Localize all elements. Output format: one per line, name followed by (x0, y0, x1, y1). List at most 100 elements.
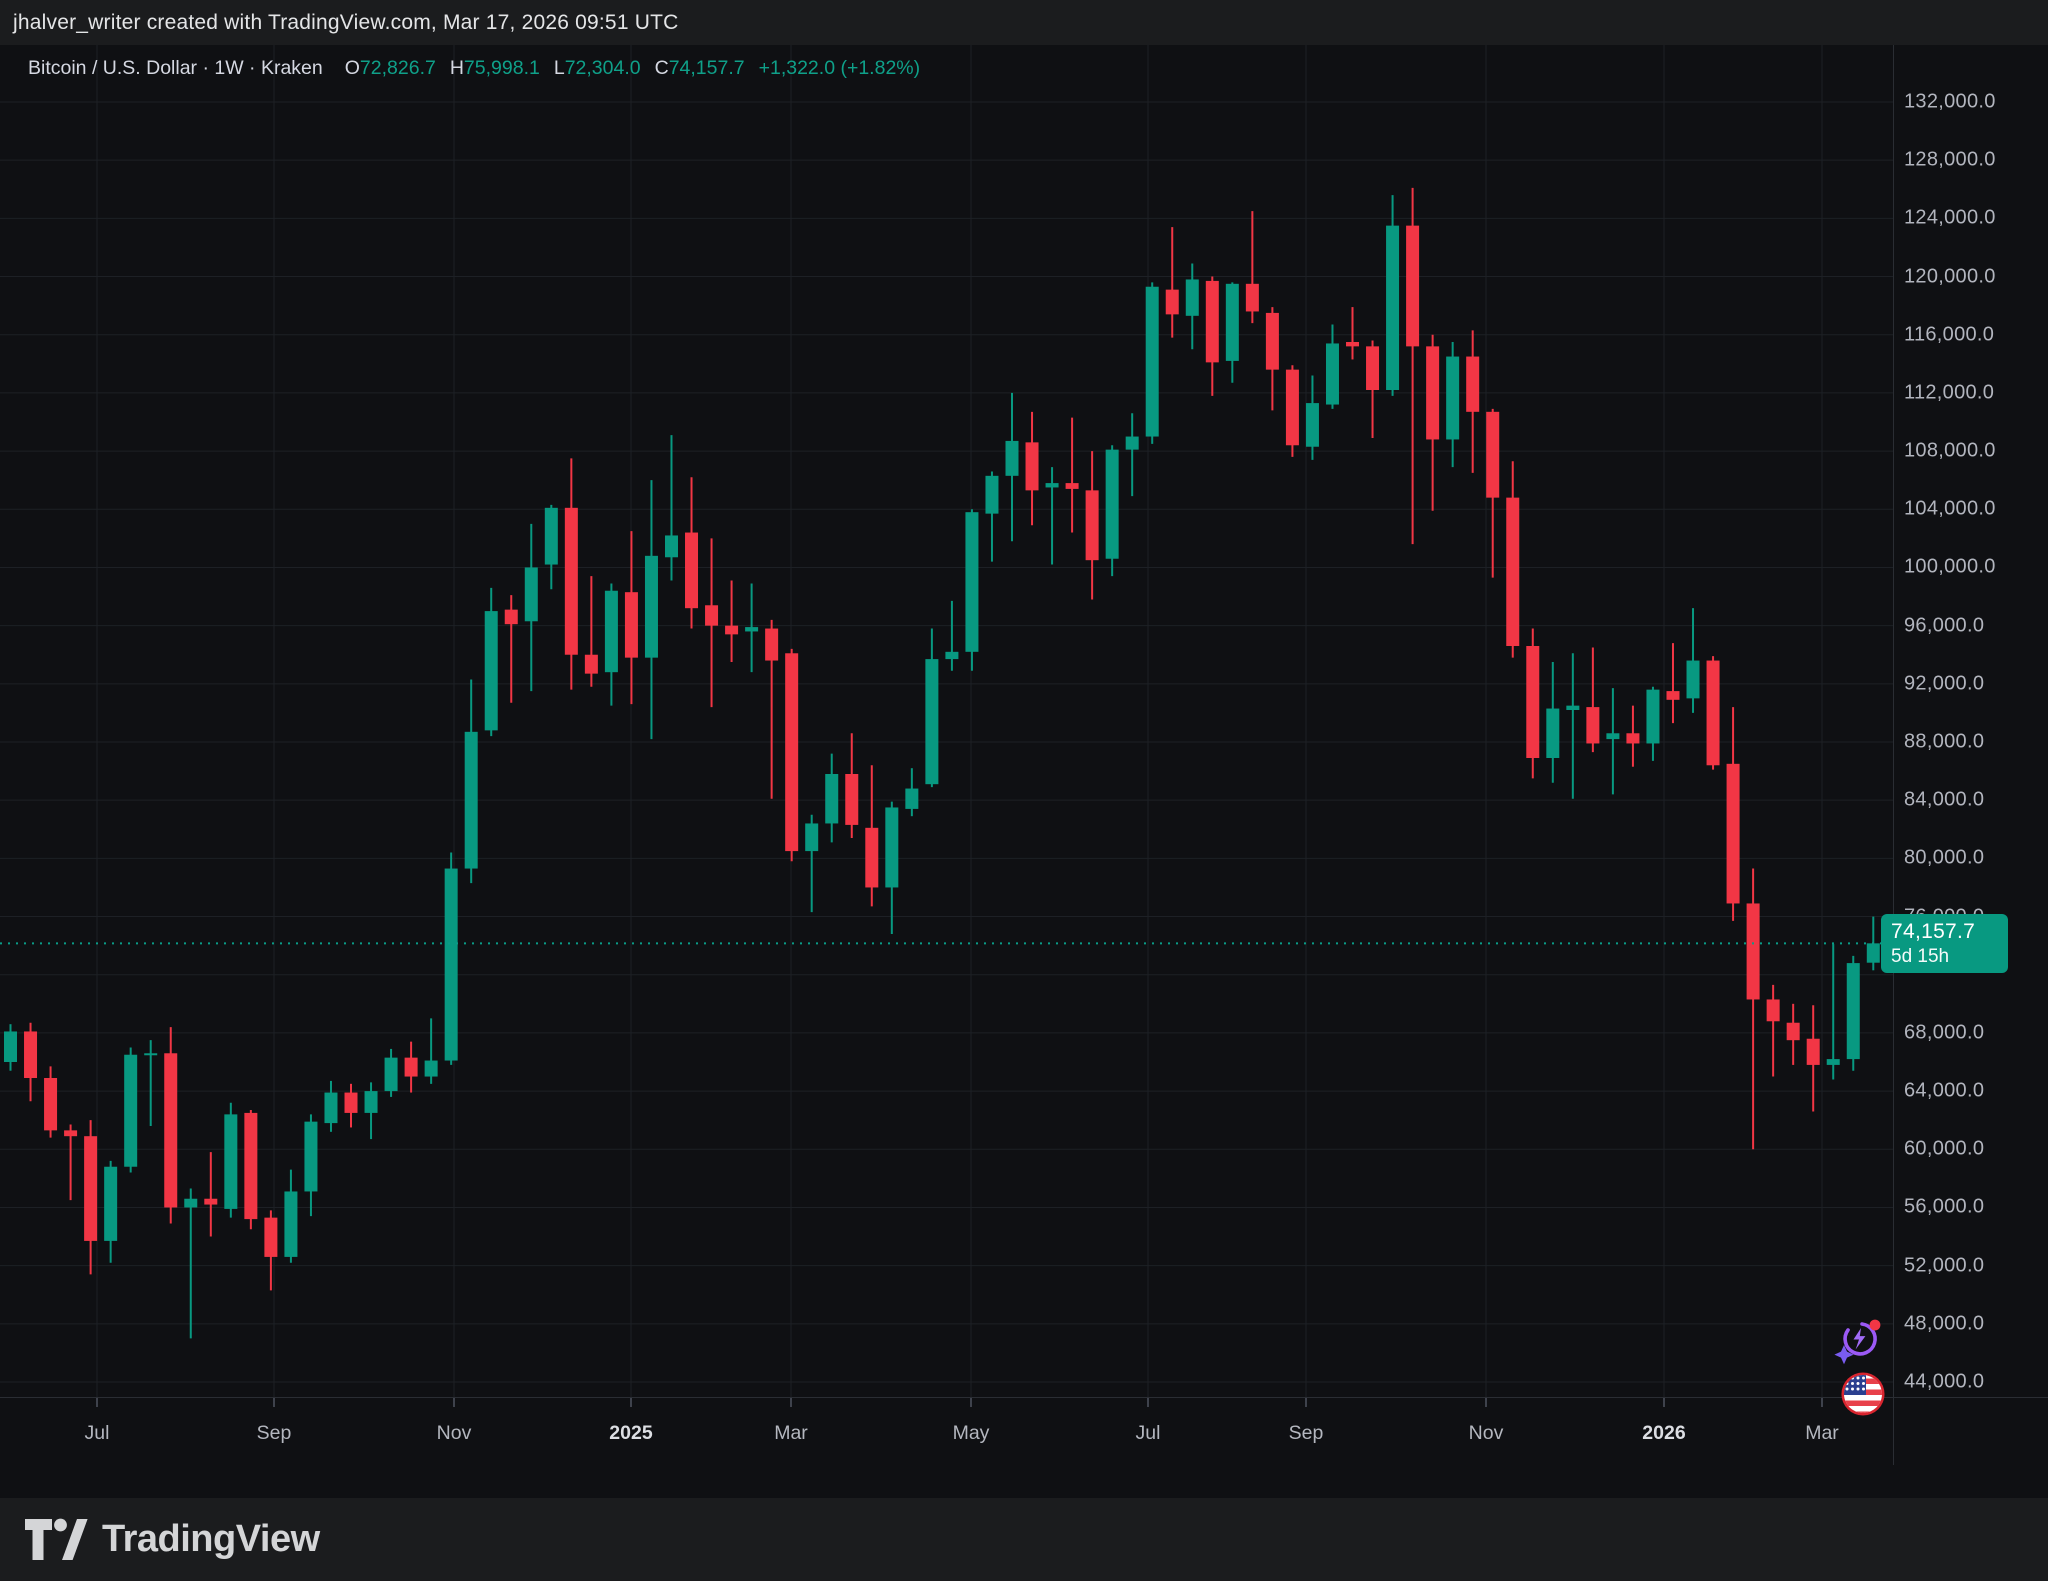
candle-body (584, 654, 598, 674)
candle-body (1305, 403, 1319, 447)
footer-brand-text: TradingView (102, 1518, 320, 1560)
candle-body (384, 1057, 398, 1092)
us-flag-icon[interactable] (1838, 1369, 1888, 1419)
candle-body (685, 532, 699, 609)
candle-body (1406, 225, 1420, 347)
candlestick-plot[interactable] (0, 45, 2048, 1398)
candle-body (464, 731, 478, 869)
candle-body (1586, 707, 1600, 744)
candle-body (1626, 733, 1640, 744)
candle-body (1125, 436, 1139, 450)
time-axis-label: Mar (1805, 1422, 1839, 1444)
candle-body (624, 592, 638, 658)
price-axis-label: 64,000.0 (1904, 1079, 1985, 1102)
candle-body (1686, 660, 1700, 699)
candle-body (1746, 903, 1760, 1000)
price-axis-separator (1893, 45, 1894, 1465)
candle-body (324, 1092, 338, 1124)
time-axis-tick (453, 1398, 455, 1407)
time-axis[interactable]: Jul Sep Nov 2025 Mar May Jul Sep Nov 2026 Mar (0, 1398, 2048, 1468)
candle-body (124, 1054, 138, 1167)
candle-body (905, 788, 919, 809)
candle-body (404, 1057, 418, 1077)
time-axis-tick (1821, 1398, 1823, 1407)
candle-body (204, 1198, 218, 1205)
candle-body (1606, 733, 1620, 740)
candle-body (24, 1031, 38, 1079)
close-value: C74,157.7 (654, 56, 745, 79)
candle-body (1025, 442, 1039, 491)
candle-body (4, 1031, 17, 1063)
time-axis-tick (970, 1398, 972, 1407)
time-axis-tick (273, 1398, 275, 1407)
tradingview-logo-icon[interactable] (24, 1517, 88, 1563)
candle-body (1446, 356, 1460, 440)
candle-body (104, 1166, 118, 1241)
price-axis-label: 128,000.0 (1904, 148, 1996, 171)
candle-body (564, 507, 578, 655)
price-axis-label: 104,000.0 (1904, 497, 1996, 520)
candle-body (1386, 225, 1400, 391)
candle-body (1225, 283, 1239, 361)
candle-body (1866, 943, 1880, 963)
candle-body (1045, 483, 1059, 488)
candle-body (1846, 963, 1860, 1060)
price-axis-label: 52,000.0 (1904, 1254, 1985, 1277)
time-axis-label: Jul (84, 1422, 110, 1444)
candle-body (1265, 312, 1279, 370)
candle-body (1786, 1022, 1800, 1041)
candle-body (825, 774, 839, 824)
price-axis-label: 112,000.0 (1904, 381, 1995, 404)
time-axis-tick (1485, 1398, 1487, 1407)
candle-body (64, 1130, 78, 1137)
ohlc-values: O72,826.7 H75,998.1 L72,304.0 C74,157.7 (345, 57, 745, 80)
candle-body (705, 605, 719, 626)
time-axis-tick (630, 1398, 632, 1407)
candle-body (424, 1060, 438, 1077)
price-axis-label: 48,000.0 (1904, 1312, 1985, 1335)
candle-body (84, 1136, 98, 1241)
candle-body (1506, 497, 1520, 647)
candle-body (524, 567, 538, 622)
candle-body (805, 823, 819, 852)
candle-body (224, 1114, 238, 1209)
candle-body (244, 1112, 258, 1220)
candle-body (745, 627, 759, 632)
time-axis-label: Nov (436, 1422, 472, 1444)
price-axis-label: 96,000.0 (1904, 614, 1985, 637)
ai-sparkle-icon[interactable] (1832, 1315, 1884, 1367)
time-axis-label: Sep (256, 1422, 292, 1444)
candle-body (344, 1092, 358, 1113)
candle-body (1145, 286, 1159, 437)
symbol-legend[interactable]: Bitcoin / U.S. Dollar · 1W · Kraken O72,… (28, 55, 920, 81)
footer-bar: TradingView (0, 1498, 2048, 1581)
candle-body (304, 1121, 318, 1192)
candle-body (504, 609, 518, 625)
price-axis-label: 56,000.0 (1904, 1195, 1985, 1218)
candle-body (1806, 1038, 1820, 1065)
candle-body (184, 1198, 198, 1208)
time-axis-label: 2025 (609, 1422, 653, 1444)
candle-body (765, 628, 779, 661)
time-axis-tick (96, 1398, 98, 1407)
candle-body (1666, 691, 1680, 700)
candle-body (1466, 356, 1480, 412)
candle-body (1566, 705, 1580, 711)
watermark-text: jhalver_writer created with TradingView.… (13, 10, 679, 34)
price-axis-label: 68,000.0 (1904, 1021, 1985, 1044)
price-axis-label: 108,000.0 (1904, 439, 1996, 462)
price-axis-label: 44,000.0 (1904, 1370, 1985, 1393)
price-axis-label: 88,000.0 (1904, 730, 1985, 753)
time-axis-label: Sep (1288, 1422, 1324, 1444)
bar-countdown: 5d 15h (1891, 945, 1950, 967)
candle-body (1726, 763, 1740, 904)
candle-body (1366, 346, 1380, 391)
candle-body (1706, 660, 1720, 766)
candle-body (1826, 1059, 1840, 1065)
price-axis-label: 116,000.0 (1904, 323, 1995, 346)
candle-body (965, 512, 979, 652)
candle-body (1346, 342, 1360, 347)
time-axis-tick (790, 1398, 792, 1407)
candle-body (1766, 999, 1780, 1022)
candle-body (664, 535, 678, 558)
